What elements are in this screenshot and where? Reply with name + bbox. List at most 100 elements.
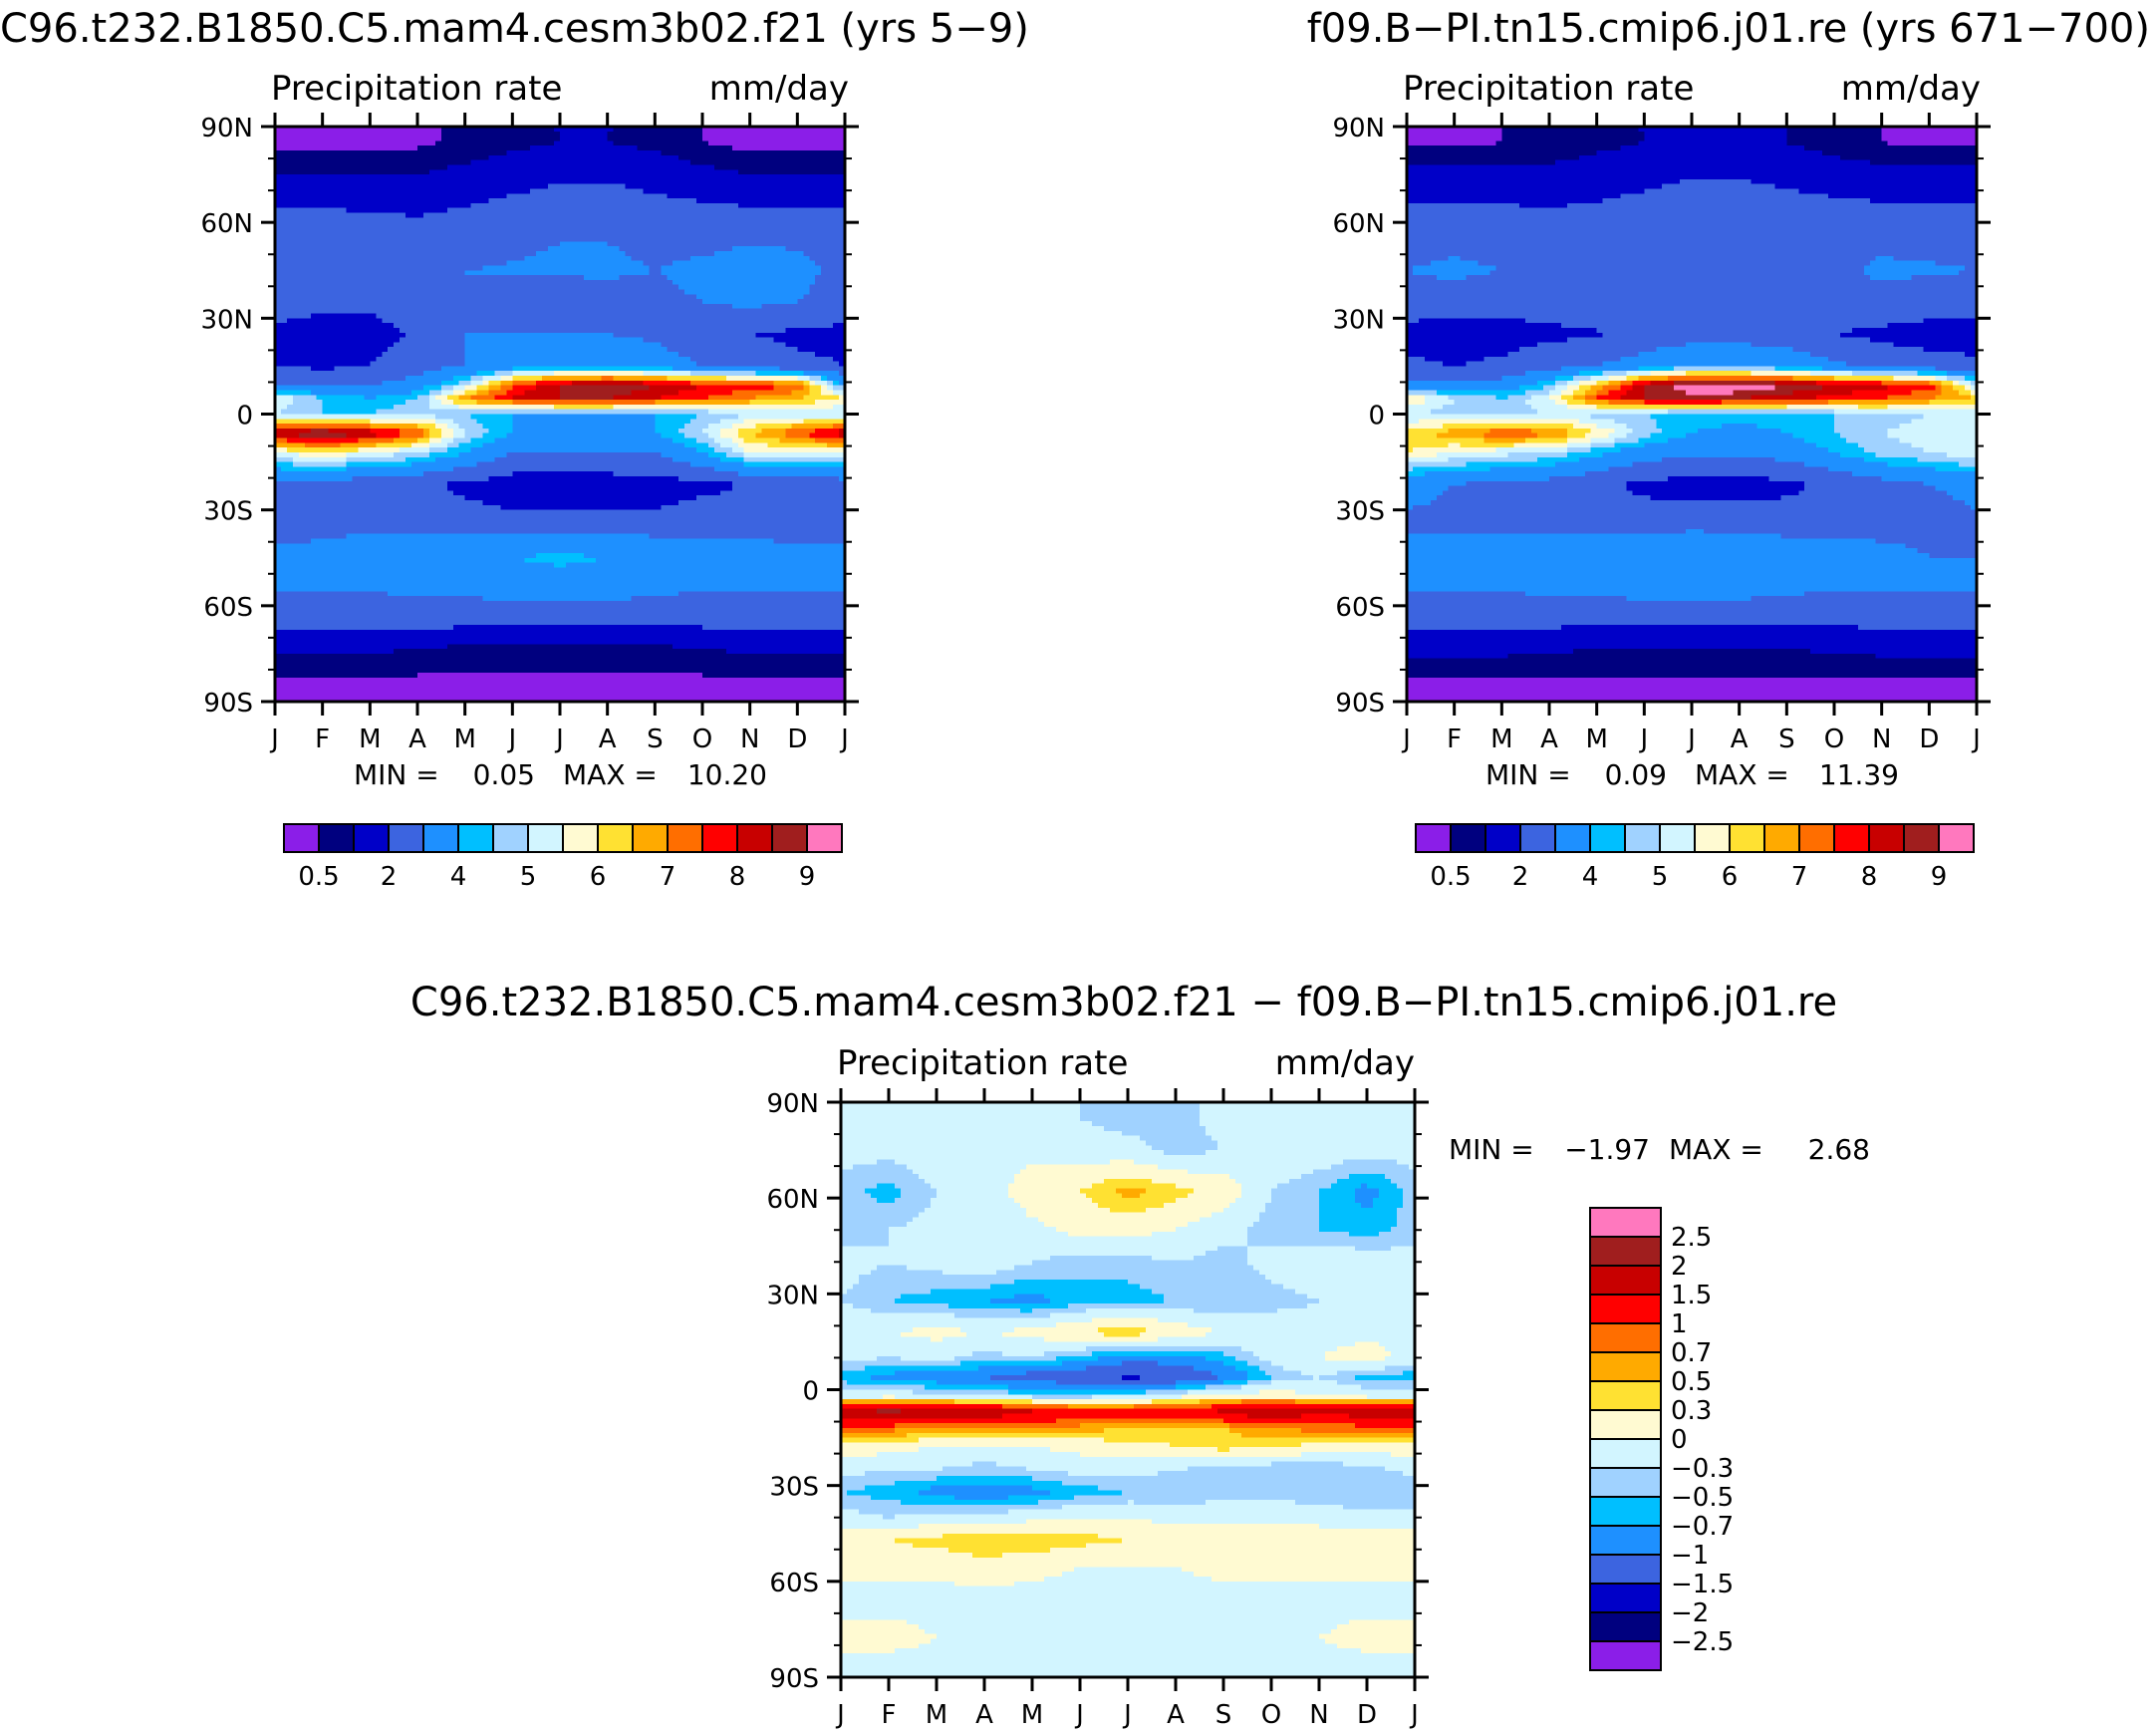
field-cell [1590, 437, 1616, 443]
field-cell [446, 424, 460, 430]
field-cell [1407, 207, 1978, 214]
field-cell [1295, 1289, 1416, 1295]
field-cell [743, 451, 846, 458]
field-cell [1407, 543, 1907, 549]
field-cell [625, 183, 846, 190]
field-cell [649, 270, 662, 276]
field-cell [1959, 380, 1972, 387]
colorbar-swatch [701, 823, 738, 853]
field-cell [1182, 1394, 1368, 1400]
field-cell [1056, 1379, 1177, 1386]
field-cell [1319, 1198, 1356, 1204]
field-cell [1319, 1207, 1398, 1214]
field-cell [1407, 318, 1420, 324]
field-cell [1650, 380, 1675, 387]
field-cell [889, 1241, 1248, 1247]
field-cell [833, 404, 846, 411]
field-cell [925, 1207, 1027, 1214]
y-tick-label: 60S [769, 1569, 819, 1598]
field-cell [275, 198, 490, 204]
field-cell [895, 1514, 1416, 1520]
field-cell [1020, 1307, 1033, 1314]
field-cell [470, 159, 691, 166]
field-cell [488, 476, 679, 482]
field-cell [1935, 385, 1942, 392]
field-cell [310, 366, 336, 372]
field-cell [1134, 1159, 1344, 1166]
colorbar-swatch [771, 823, 808, 853]
field-cell [1407, 682, 1978, 689]
field-cell [458, 451, 507, 458]
field-cell [1397, 1217, 1416, 1223]
field-cell [841, 1437, 920, 1443]
field-cell [713, 251, 804, 257]
field-cell [554, 127, 615, 133]
field-cell [1259, 1389, 1296, 1395]
field-cell [1391, 1452, 1416, 1458]
x-tick-label: S [1778, 724, 1795, 754]
field-cell [1397, 1159, 1416, 1166]
field-cell [1834, 376, 1895, 382]
field-cell [440, 366, 513, 372]
field-cell [1176, 1198, 1236, 1204]
field-cell [1632, 428, 1663, 434]
field-cell [470, 437, 496, 443]
field-cell [275, 414, 436, 420]
field-cell [1834, 419, 1913, 425]
field-cell [1014, 1279, 1129, 1286]
field-cell [1164, 1202, 1230, 1209]
field-cell [1056, 1418, 1224, 1424]
field-cell [1774, 380, 1817, 387]
colorbar-swatch [632, 823, 669, 853]
field-cell [1857, 442, 1913, 448]
field-cell [1941, 390, 1960, 396]
field-cell [440, 136, 561, 143]
colorbar-swatch [1729, 823, 1765, 853]
field-cell [960, 1360, 1063, 1367]
field-cell [1385, 1466, 1416, 1472]
field-cell [1525, 437, 1568, 443]
field-cell [785, 327, 846, 334]
x-tick-label: J [1686, 724, 1696, 754]
field-cell [841, 1614, 1416, 1620]
colorbar-label: 0.5 [1430, 862, 1471, 892]
field-cell [275, 524, 846, 530]
field-cell [841, 1600, 1416, 1606]
field-cell [1668, 437, 1805, 443]
field-cell [841, 1480, 896, 1487]
field-cell [972, 1552, 1003, 1559]
field-cell [1152, 1519, 1416, 1525]
field-cell [1626, 433, 1651, 439]
field-cell [1259, 1365, 1284, 1371]
colorbar-swatch [1415, 823, 1452, 853]
field-cell [417, 673, 703, 679]
field-cell [841, 1624, 920, 1630]
field-cell [275, 485, 448, 492]
field-cell [841, 1126, 1105, 1132]
field-cell [446, 485, 733, 492]
field-cell [673, 456, 721, 463]
field-cell [1407, 178, 1681, 185]
field-cell [1602, 198, 1871, 204]
field-cell [1448, 442, 1462, 448]
field-cell [1253, 1265, 1416, 1271]
field-cell [841, 1389, 914, 1395]
field-cell [1448, 255, 1462, 262]
field-cell [1875, 451, 1948, 458]
field-cell [554, 141, 615, 146]
field-cell [1959, 390, 1972, 396]
field-cell [833, 390, 846, 396]
field-cell [841, 1490, 848, 1496]
field-cell [464, 347, 668, 353]
field-cell [707, 395, 757, 401]
field-cell [1407, 495, 1438, 501]
field-cell [1507, 395, 1532, 401]
field-cell [422, 428, 430, 434]
field-cell [643, 337, 775, 343]
field-cell [275, 567, 846, 573]
field-cell [452, 437, 472, 443]
field-cell [791, 390, 810, 396]
field-cell [719, 456, 745, 463]
field-cell [696, 294, 804, 300]
field-cell [1403, 1471, 1416, 1477]
